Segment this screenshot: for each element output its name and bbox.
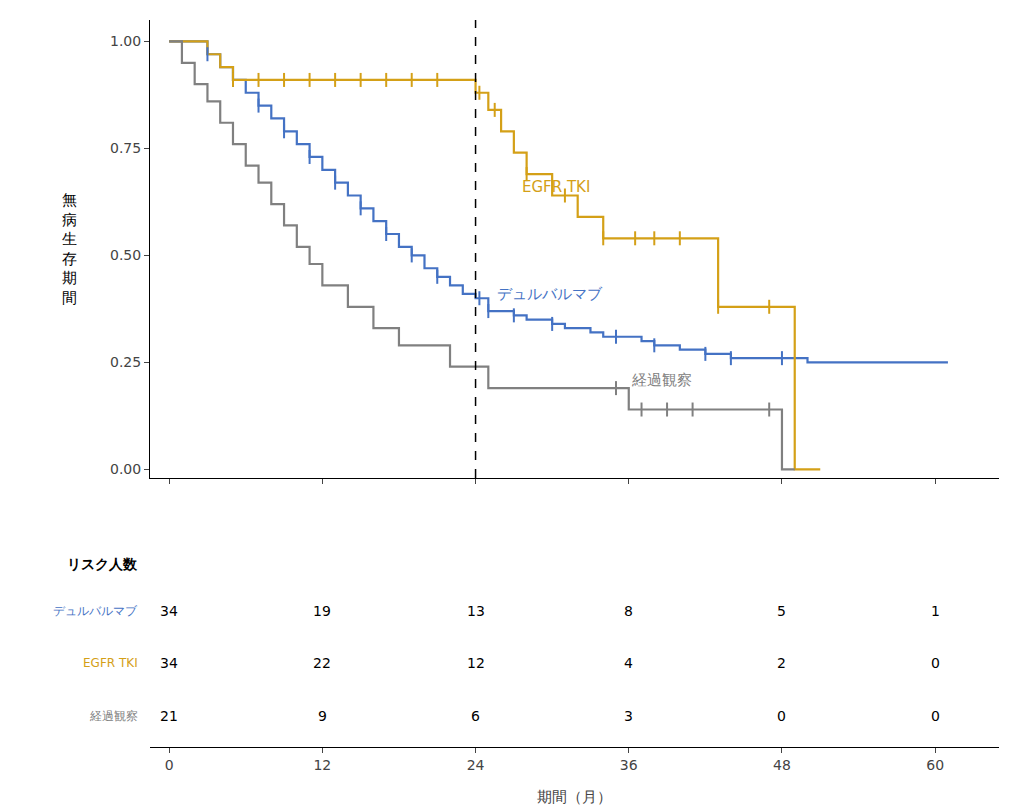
- svg-text:経過観察: 経過観察: [89, 709, 138, 723]
- svg-text:6: 6: [471, 708, 480, 724]
- svg-text:0: 0: [165, 757, 174, 773]
- svg-text:22: 22: [313, 655, 331, 671]
- svg-text:21: 21: [160, 708, 178, 724]
- svg-text:34: 34: [160, 603, 178, 619]
- svg-text:0: 0: [777, 708, 786, 724]
- svg-text:19: 19: [313, 603, 331, 619]
- svg-text:無病生存期間: 無病生存期間: [62, 191, 77, 307]
- svg-text:期間（月）: 期間（月）: [537, 788, 612, 806]
- svg-text:EGFR TKI: EGFR TKI: [522, 178, 590, 196]
- svg-text:EGFR TKI: EGFR TKI: [83, 656, 138, 670]
- svg-text:12: 12: [467, 655, 485, 671]
- svg-text:48: 48: [773, 757, 791, 773]
- svg-text:2: 2: [777, 655, 786, 671]
- svg-text:0.75: 0.75: [110, 140, 141, 156]
- svg-text:経過観察: 経過観察: [631, 371, 692, 389]
- svg-text:リスク人数: リスク人数: [67, 556, 138, 572]
- svg-text:13: 13: [467, 603, 485, 619]
- svg-text:34: 34: [160, 655, 178, 671]
- svg-text:0.50: 0.50: [110, 247, 141, 263]
- svg-text:5: 5: [777, 603, 786, 619]
- svg-text:3: 3: [624, 708, 633, 724]
- svg-text:36: 36: [620, 757, 638, 773]
- svg-text:0.25: 0.25: [110, 354, 141, 370]
- svg-text:60: 60: [926, 757, 944, 773]
- svg-text:12: 12: [313, 757, 331, 773]
- svg-text:24: 24: [467, 757, 485, 773]
- svg-text:8: 8: [624, 603, 633, 619]
- svg-text:0.00: 0.00: [110, 461, 141, 477]
- svg-text:1.00: 1.00: [110, 33, 141, 49]
- svg-text:0: 0: [931, 655, 940, 671]
- svg-text:4: 4: [624, 655, 633, 671]
- svg-text:デュルバルマブ: デュルバルマブ: [53, 604, 138, 618]
- svg-text:9: 9: [318, 708, 327, 724]
- svg-text:0: 0: [931, 708, 940, 724]
- svg-text:デュルバルマブ: デュルバルマブ: [497, 285, 603, 303]
- svg-text:1: 1: [931, 603, 940, 619]
